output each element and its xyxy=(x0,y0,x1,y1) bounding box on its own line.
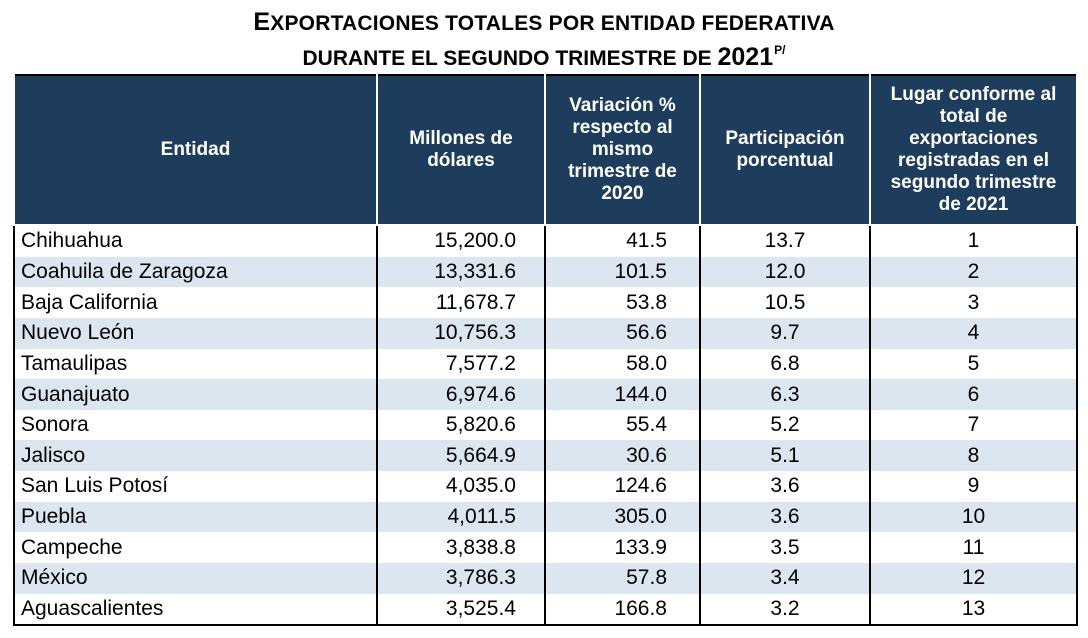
cell-millones: 10,756.3 xyxy=(376,317,546,349)
cell-millones: 5,664.9 xyxy=(376,440,546,472)
cell-participacion: 3.6 xyxy=(699,501,871,533)
cell-entidad: Chihuahua xyxy=(13,225,378,257)
cell-millones: 6,974.6 xyxy=(376,379,546,410)
cell-variacion: 41.5 xyxy=(544,225,701,257)
cell-participacion: 3.2 xyxy=(699,593,871,626)
title-year: 2021 xyxy=(717,43,774,71)
cell-lugar: 11 xyxy=(869,532,1078,564)
title-preliminary-note: P/ xyxy=(774,43,786,57)
cell-variacion: 55.4 xyxy=(544,409,701,441)
table-row: Baja California 11,678.7 53.8 10.5 3 xyxy=(13,287,1078,318)
cell-participacion: 5.1 xyxy=(699,440,871,472)
table-header-row: Entidad Millones de dólares Variación % … xyxy=(13,75,1078,226)
cell-variacion: 53.8 xyxy=(544,287,701,318)
cell-participacion: 13.7 xyxy=(699,225,871,257)
table-row: Jalisco 5,664.9 30.6 5.1 8 xyxy=(13,440,1078,472)
cell-millones: 4,035.0 xyxy=(376,471,546,502)
header-millones-dolares: Millones de dólares xyxy=(376,75,546,226)
cell-entidad: Jalisco xyxy=(13,440,378,472)
header-variacion: Variación % respecto al mismo trimestre … xyxy=(544,75,701,226)
table-row: Aguascalientes 3,525.4 166.8 3.2 13 xyxy=(13,593,1078,626)
cell-variacion: 30.6 xyxy=(544,440,701,472)
cell-participacion: 6.8 xyxy=(699,348,871,380)
title-line-1-text: XPORTACIONES TOTALES POR ENTIDAD FEDERAT… xyxy=(270,12,835,35)
cell-lugar: 13 xyxy=(869,593,1078,626)
cell-entidad: Coahuila de Zaragoza xyxy=(13,256,378,288)
cell-participacion: 3.5 xyxy=(699,532,871,564)
table-row: Sonora 5,820.6 55.4 5.2 7 xyxy=(13,409,1078,441)
header-lugar: Lugar conforme al total de exportaciones… xyxy=(869,75,1078,226)
cell-variacion: 58.0 xyxy=(544,348,701,380)
cell-variacion: 57.8 xyxy=(544,563,701,594)
cell-entidad: Guanajuato xyxy=(13,379,378,410)
header-participacion: Participación porcentual xyxy=(699,75,871,226)
exports-table: Entidad Millones de dólares Variación % … xyxy=(13,74,1078,627)
table-row: Coahuila de Zaragoza 13,331.6 101.5 12.0… xyxy=(13,256,1078,288)
cell-lugar: 10 xyxy=(869,501,1078,533)
cell-entidad: México xyxy=(13,563,378,594)
cell-variacion: 124.6 xyxy=(544,471,701,502)
title-line-2: DURANTE EL SEGUNDO TRIMESTRE DE 2021P/ xyxy=(0,44,1088,70)
cell-lugar: 9 xyxy=(869,471,1078,502)
cell-participacion: 5.2 xyxy=(699,409,871,441)
cell-variacion: 144.0 xyxy=(544,379,701,410)
table-row: Chihuahua 15,200.0 41.5 13.7 1 xyxy=(13,225,1078,257)
cell-variacion: 56.6 xyxy=(544,317,701,349)
title-line-2-text: DURANTE EL SEGUNDO TRIMESTRE DE xyxy=(302,47,718,70)
title-line-1: EXPORTACIONES TOTALES POR ENTIDAD FEDERA… xyxy=(0,10,1088,35)
cell-millones: 13,331.6 xyxy=(376,256,546,288)
cell-participacion: 10.5 xyxy=(699,287,871,318)
table-row: Tamaulipas 7,577.2 58.0 6.8 5 xyxy=(13,348,1078,380)
cell-participacion: 12.0 xyxy=(699,256,871,288)
cell-entidad: Puebla xyxy=(13,501,378,533)
cell-entidad: Sonora xyxy=(13,409,378,441)
cell-lugar: 1 xyxy=(869,225,1078,257)
cell-variacion: 101.5 xyxy=(544,256,701,288)
cell-millones: 3,838.8 xyxy=(376,532,546,564)
cell-millones: 3,525.4 xyxy=(376,593,546,626)
cell-lugar: 2 xyxy=(869,256,1078,288)
cell-millones: 7,577.2 xyxy=(376,348,546,380)
cell-entidad: Nuevo León xyxy=(13,317,378,349)
cell-variacion: 166.8 xyxy=(544,593,701,626)
cell-participacion: 6.3 xyxy=(699,379,871,410)
cell-entidad: San Luis Potosí xyxy=(13,471,378,502)
cell-millones: 11,678.7 xyxy=(376,287,546,318)
cell-participacion: 9.7 xyxy=(699,317,871,349)
cell-entidad: Baja California xyxy=(13,287,378,318)
table-row: México 3,786.3 57.8 3.4 12 xyxy=(13,563,1078,594)
cell-entidad: Tamaulipas xyxy=(13,348,378,380)
cell-millones: 4,011.5 xyxy=(376,501,546,533)
table-row: San Luis Potosí 4,035.0 124.6 3.6 9 xyxy=(13,471,1078,502)
cell-entidad: Aguascalientes xyxy=(13,593,378,626)
table-row: Campeche 3,838.8 133.9 3.5 11 xyxy=(13,532,1078,564)
cell-entidad: Campeche xyxy=(13,532,378,564)
cell-lugar: 12 xyxy=(869,563,1078,594)
cell-millones: 5,820.6 xyxy=(376,409,546,441)
cell-lugar: 3 xyxy=(869,287,1078,318)
cell-lugar: 5 xyxy=(869,348,1078,380)
header-entidad: Entidad xyxy=(13,75,378,226)
table-row: Puebla 4,011.5 305.0 3.6 10 xyxy=(13,501,1078,533)
title-initial-cap: E xyxy=(253,8,271,36)
cell-participacion: 3.6 xyxy=(699,471,871,502)
cell-lugar: 4 xyxy=(869,317,1078,349)
table-row: Guanajuato 6,974.6 144.0 6.3 6 xyxy=(13,379,1078,410)
cell-lugar: 7 xyxy=(869,409,1078,441)
cell-participacion: 3.4 xyxy=(699,563,871,594)
table-row: Nuevo León 10,756.3 56.6 9.7 4 xyxy=(13,317,1078,349)
cell-variacion: 133.9 xyxy=(544,532,701,564)
cell-lugar: 8 xyxy=(869,440,1078,472)
cell-variacion: 305.0 xyxy=(544,501,701,533)
cell-millones: 3,786.3 xyxy=(376,563,546,594)
cell-lugar: 6 xyxy=(869,379,1078,410)
cell-millones: 15,200.0 xyxy=(376,225,546,257)
